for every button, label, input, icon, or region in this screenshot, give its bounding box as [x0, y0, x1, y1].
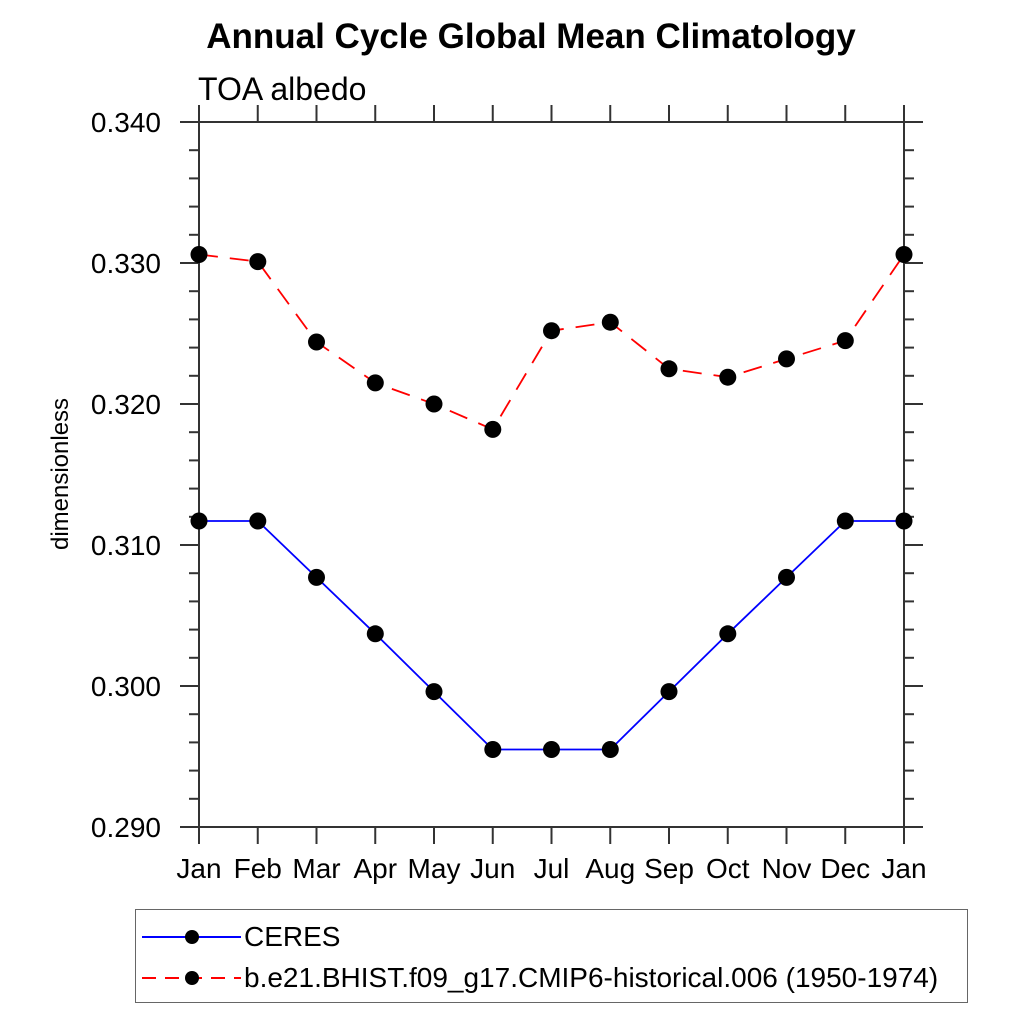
x-tick-label: Aug	[585, 853, 635, 884]
x-tick-label: Feb	[234, 853, 282, 884]
data-point-series-1	[836, 332, 854, 350]
series-line-0	[199, 520, 904, 751]
y-tick-label: 0.290	[91, 812, 161, 843]
x-tick-label: Dec	[820, 853, 870, 884]
y-axis-label: dimensionless	[47, 398, 74, 550]
x-tick-label: Jul	[534, 853, 570, 884]
data-point-series-1	[308, 333, 325, 351]
legend-line-sample-model	[142, 970, 241, 985]
data-point-series-1	[190, 246, 208, 263]
legend-entry-model: b.e21.BHIST.f09_g17.CMIP6-historical.006…	[136, 957, 967, 998]
data-point-series-0	[308, 568, 325, 586]
data-point-series-1	[484, 420, 502, 438]
chart-title: Annual Cycle Global Mean Climatology	[206, 17, 856, 56]
legend: CERES b.e21.BHIST.f09_g17.CMIP6-historic…	[135, 909, 968, 1003]
y-tick-label: 0.320	[91, 389, 161, 420]
plot-axes: 0.290 0.300 0.310 0.320 0.330 0.340 Jan Feb Mar A…	[91, 105, 927, 884]
data-point-series-0	[249, 512, 267, 530]
data-point-series-1	[778, 350, 795, 368]
legend-entry-ceres: CERES	[136, 916, 967, 957]
x-tick-label: Apr	[353, 853, 397, 884]
data-point-series-0	[660, 683, 678, 701]
legend-marker-model	[185, 970, 199, 985]
data-point-series-1	[366, 374, 384, 392]
y-tick-label: 0.340	[91, 107, 161, 138]
data-point-series-0	[601, 741, 619, 758]
x-tick-label: Mar	[292, 853, 340, 884]
y-tick-label: 0.310	[91, 530, 161, 561]
data-point-series-1	[249, 253, 267, 271]
data-point-series-0	[836, 512, 854, 530]
x-tick-label: Jun	[470, 853, 515, 884]
data-point-series-1	[660, 360, 678, 378]
data-point-series-1	[425, 395, 443, 413]
data-point-series-0	[719, 625, 737, 643]
x-tick-label: Sep	[644, 853, 694, 884]
y-tick-label: 0.300	[91, 671, 161, 702]
plot-canvas: Annual Cycle Global Mean Climatology TOA…	[47, 17, 927, 884]
legend-marker-ceres	[185, 929, 199, 944]
plot-frame	[198, 121, 905, 828]
legend-line-sample-ceres	[142, 929, 241, 944]
data-point-series-0	[425, 683, 443, 701]
x-tick-label: Nov	[762, 853, 812, 884]
data-point-series-1	[543, 322, 560, 340]
y-tick-label: 0.330	[91, 248, 161, 279]
x-tick-label: Jan	[176, 853, 221, 884]
data-point-series-0	[484, 741, 502, 758]
data-point-series-0	[895, 512, 913, 530]
chart-subtitle: TOA albedo	[198, 71, 366, 107]
legend-label-ceres: CERES	[244, 920, 341, 952]
x-tick-label: Oct	[706, 853, 750, 884]
data-point-series-0	[543, 741, 560, 758]
data-point-series-0	[778, 568, 795, 586]
series-line-1	[198, 253, 905, 431]
data-point-series-0	[190, 512, 208, 530]
data-point-series-1	[895, 246, 913, 263]
data-point-series-0	[366, 625, 384, 643]
plot-series	[190, 246, 913, 758]
legend-label-model: b.e21.BHIST.f09_g17.CMIP6-historical.006…	[244, 961, 939, 993]
data-point-series-1	[601, 313, 619, 331]
x-tick-label: May	[408, 853, 461, 884]
x-tick-label: Jan	[881, 853, 926, 884]
data-point-series-1	[719, 368, 737, 386]
